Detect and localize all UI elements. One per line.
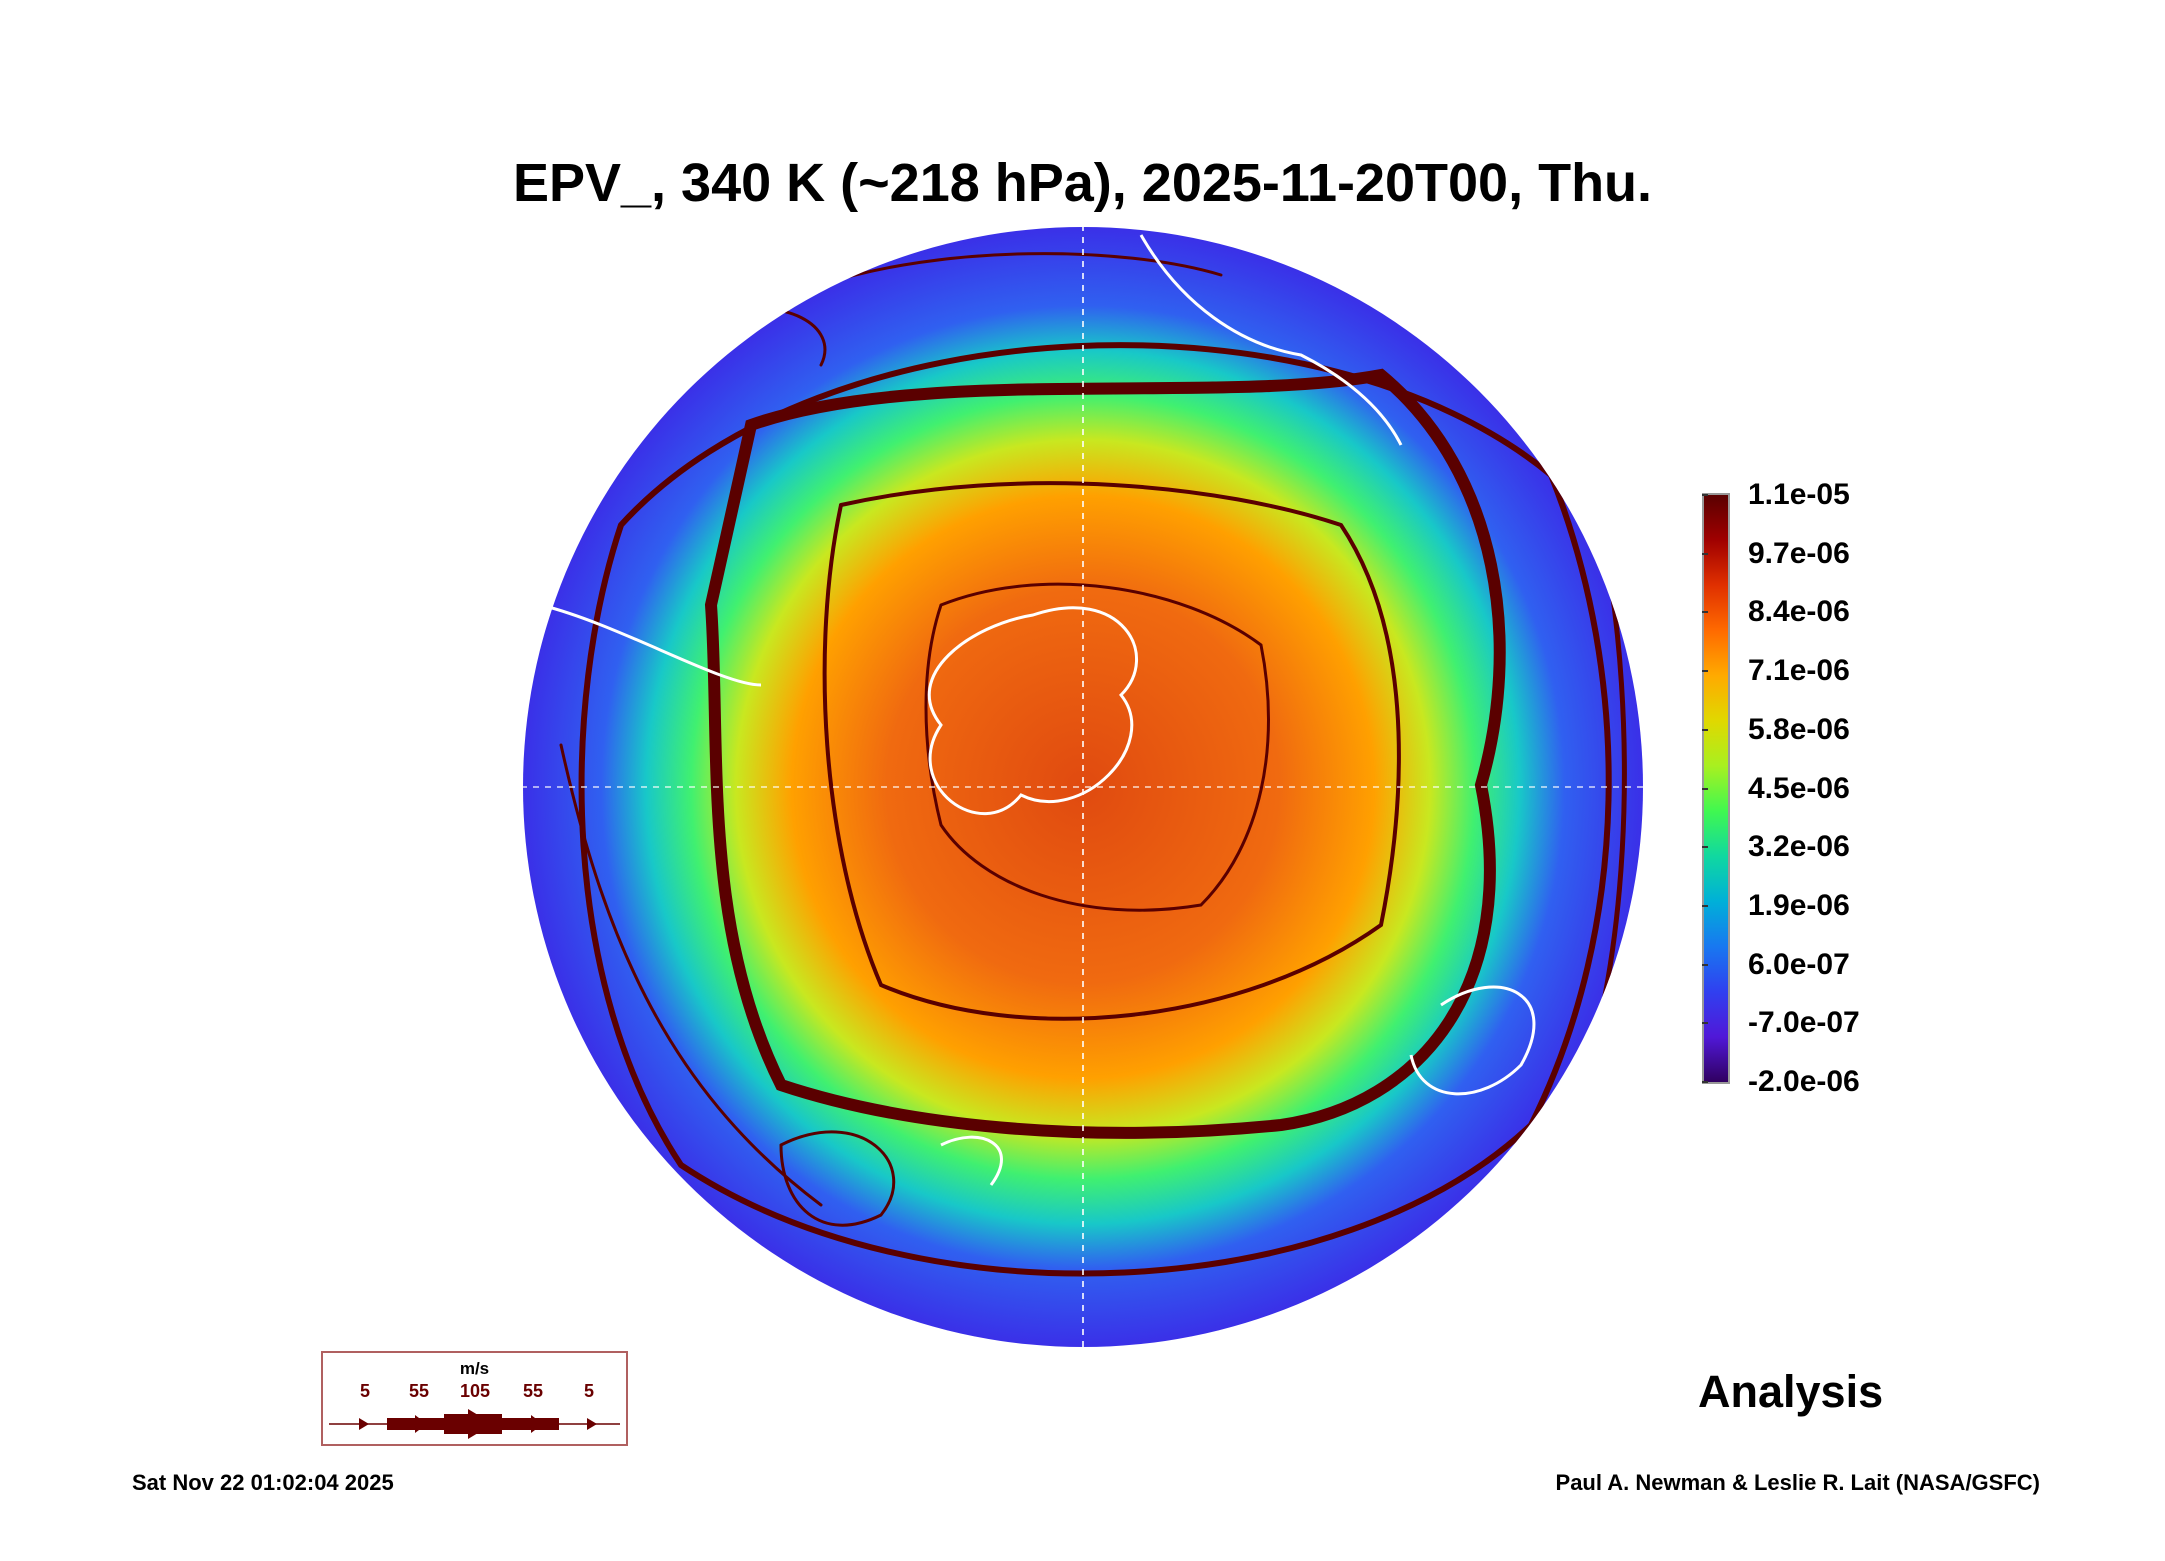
colorbar-label: 1.9e-06 [1748, 888, 1850, 922]
plot-title: EPV_, 340 K (~218 hPa), 2025-11-20T00, T… [512, 153, 1653, 213]
streamline [559, 743, 823, 1207]
colorbar-label: -2.0e-06 [1748, 1065, 1860, 1098]
colorbar-tick [1702, 494, 1708, 496]
colorbar-tick [1702, 846, 1708, 849]
colorbar-label: 9.7e-06 [1748, 536, 1850, 570]
streamline [704, 368, 1506, 1139]
colorbar-tick [1702, 728, 1708, 731]
colorbar-tick [1702, 670, 1708, 673]
colorbar-tick [1702, 611, 1708, 614]
streamline [819, 252, 1223, 287]
colorbar-tick [1702, 963, 1708, 966]
legend-speed: 55 [408, 1381, 430, 1401]
analysis-label: Analysis [1698, 1366, 1884, 1417]
legend-speed: 5 [359, 1381, 371, 1401]
colorbar-label: 5.8e-06 [1748, 712, 1850, 746]
colorbar-label: 6.0e-07 [1748, 947, 1850, 981]
colorbar-tick [1702, 904, 1708, 907]
legend-speed: 55 [522, 1381, 544, 1401]
timestamp: Sat Nov 22 01:02:04 2025 [132, 1470, 394, 1495]
legend-speed: 105 [459, 1381, 491, 1401]
streamline [779, 1130, 895, 1227]
colorbar-label: 7.1e-06 [1748, 654, 1850, 688]
legend-unit: m/s [459, 1359, 490, 1378]
polar-epv-map [521, 225, 1645, 1349]
wind-arrow-icon [329, 1409, 620, 1439]
streamline [822, 481, 1401, 1021]
legend-speed: 5 [583, 1381, 595, 1401]
colorbar-label: 4.5e-06 [1748, 771, 1850, 805]
colorbar-label: 3.2e-06 [1748, 830, 1850, 864]
colorbar-label: 1.1e-05 [1748, 478, 1850, 511]
credit: Paul A. Newman & Leslie R. Lait (NASA/GS… [1555, 1470, 2040, 1495]
coastlines [540, 234, 1536, 1186]
colorbar-tick [1702, 787, 1708, 790]
epv-field [523, 227, 1643, 1347]
colorbar-tick [1702, 552, 1708, 555]
colorbar-label: -7.0e-07 [1748, 1006, 1860, 1040]
colorbar-tick [1702, 1081, 1708, 1083]
colorbar-label: 8.4e-06 [1748, 595, 1850, 629]
colorbar-tick [1702, 1022, 1708, 1025]
wind-speed-legend: m/s 5 55 105 55 5 [321, 1351, 628, 1446]
